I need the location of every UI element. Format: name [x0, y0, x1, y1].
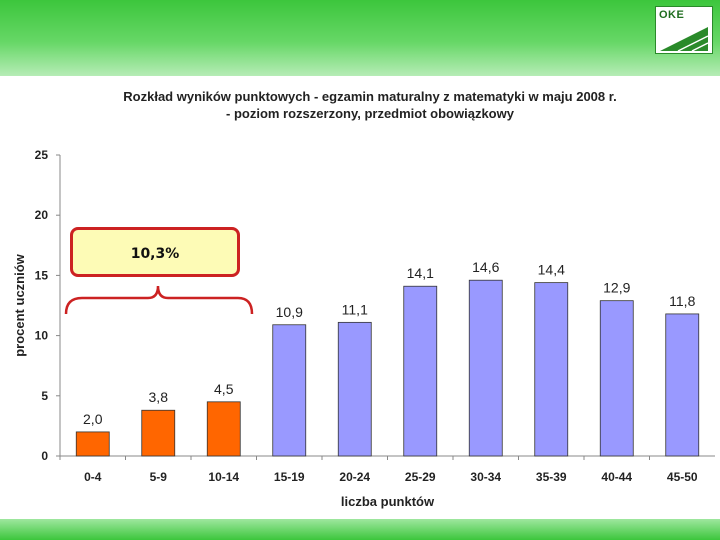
y-axis-title: procent uczniów — [12, 253, 27, 356]
x-tick-label: 15-19 — [274, 470, 305, 484]
x-tick-label: 45-50 — [667, 470, 698, 484]
bar — [403, 285, 438, 457]
logo-stairs-icon — [660, 26, 709, 52]
x-tick-label: 5-9 — [150, 470, 168, 484]
bar-value-label: 14,6 — [472, 259, 499, 275]
bar-value-label: 11,1 — [342, 301, 368, 317]
bar — [75, 431, 110, 457]
bar — [468, 279, 503, 457]
group-brace — [64, 285, 254, 315]
chart-title-line1: Rozkład wyników punktowych - egzamin mat… — [123, 89, 617, 104]
sum-callout-label: 10,3% — [130, 246, 180, 262]
bar — [337, 321, 372, 457]
bar-value-label: 14,1 — [407, 265, 434, 281]
logo-text: OKE — [659, 9, 685, 21]
bar — [206, 401, 241, 457]
bar — [141, 409, 176, 457]
x-tick-label: 35-39 — [536, 470, 567, 484]
bar-value-label: 10,9 — [276, 304, 303, 320]
bar-value-label: 3,8 — [149, 389, 169, 405]
x-tick-label: 20-24 — [339, 470, 370, 484]
bar — [272, 324, 307, 457]
y-tick-label: 5 — [41, 389, 48, 403]
chart-title-line2: - poziom rozszerzony, przedmiot obowiązk… — [226, 106, 514, 121]
y-tick-label: 15 — [35, 268, 49, 282]
bar-value-label: 2,0 — [83, 411, 103, 427]
bar-value-label: 11,8 — [669, 293, 695, 309]
bar — [665, 313, 700, 457]
y-tick-label: 20 — [35, 208, 49, 222]
bar — [599, 300, 634, 457]
y-tick-label: 10 — [35, 329, 49, 343]
x-tick-label: 25-29 — [405, 470, 436, 484]
x-tick-label: 0-4 — [84, 470, 102, 484]
x-tick-label: 30-34 — [470, 470, 501, 484]
top-band — [0, 0, 720, 76]
bar-value-label: 14,4 — [538, 262, 565, 278]
bar — [534, 282, 569, 457]
sum-callout: 10,3% — [70, 227, 240, 277]
x-tick-label: 40-44 — [601, 470, 632, 484]
chart-title: Rozkład wyników punktowych - egzamin mat… — [60, 88, 680, 122]
x-tick-label: 10-14 — [208, 470, 239, 484]
y-tick-label: 0 — [41, 449, 48, 463]
y-tick-label: 25 — [35, 148, 49, 162]
x-axis-title: liczba punktów — [341, 494, 435, 509]
bottom-band — [0, 519, 720, 540]
bar-value-label: 4,5 — [214, 381, 234, 397]
oke-logo: OKE — [655, 6, 713, 54]
bar-value-label: 12,9 — [603, 280, 630, 296]
